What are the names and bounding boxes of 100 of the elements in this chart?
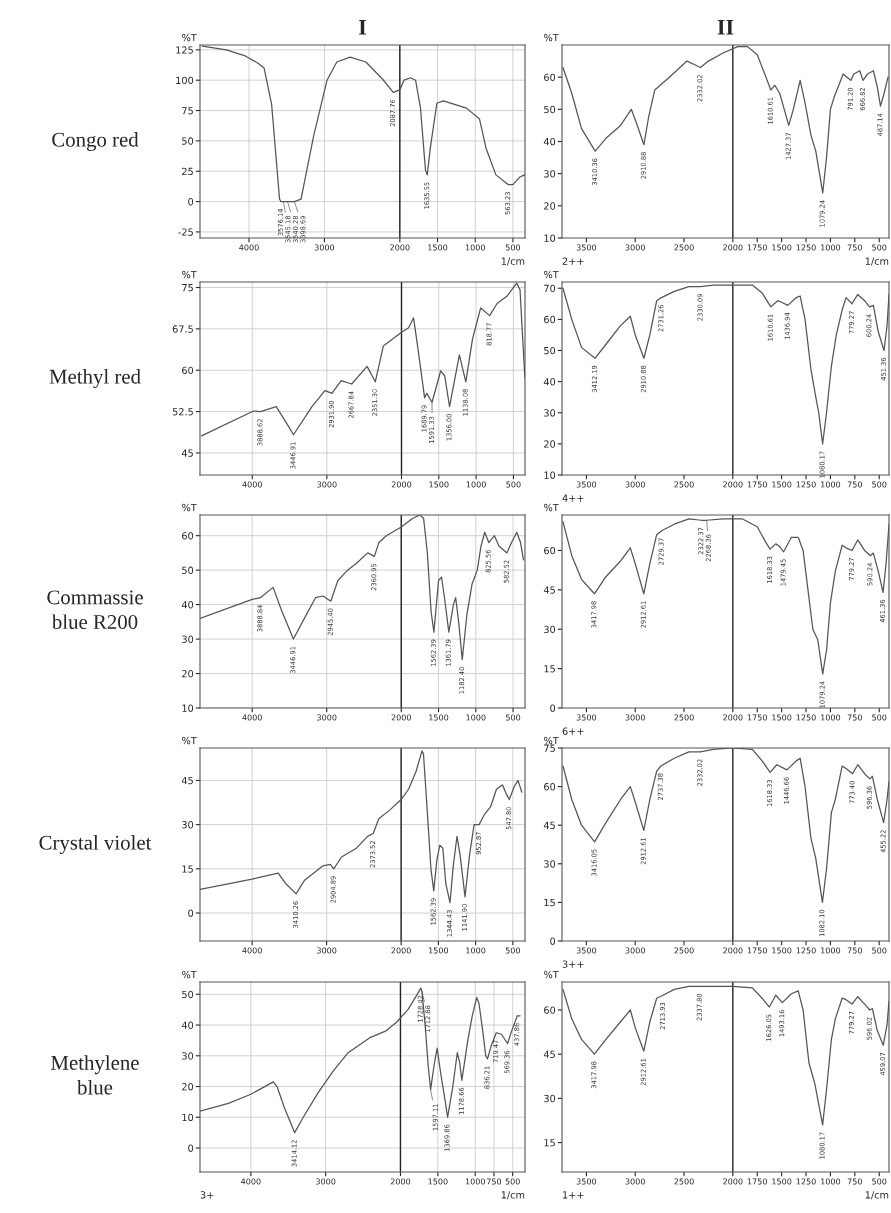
text: Commassie blue R200: [47, 590, 143, 630]
x-tick-label: 3500: [576, 1178, 597, 1185]
x-tick-label: 1250: [796, 947, 816, 954]
x-tick-label: 3500: [576, 481, 597, 488]
y-axis-title: %T: [182, 33, 197, 42]
y-tick-label: 10: [182, 704, 194, 712]
y-tick-label: 100: [176, 76, 194, 85]
chart-title: I: [358, 19, 367, 35]
x-tick-label: 2000: [390, 244, 410, 251]
x-axis-title: 1/cm: [501, 257, 525, 266]
x-tick-label: 2000: [723, 244, 743, 251]
text: Congo red: [52, 132, 139, 151]
y-tick-label: 45: [543, 821, 555, 830]
y-tick-label: 20: [182, 1083, 194, 1091]
x-tick-label: 3500: [576, 714, 597, 721]
y-tick-label: 0: [188, 1144, 194, 1152]
x-tick-label: 4000: [242, 947, 262, 954]
y-axis-title: %T: [544, 503, 559, 512]
y-tick-label: 60: [182, 532, 194, 540]
y-tick-label: 40: [181, 1021, 194, 1029]
y-tick-label: 60: [544, 783, 556, 791]
x-tick-label: 750: [486, 1178, 502, 1185]
y-tick-label: 60: [544, 73, 556, 81]
text: 2++: [562, 257, 584, 265]
y-tick-label: 30: [182, 821, 194, 829]
y-axis-title: %T: [544, 736, 559, 745]
x-tick-label: 1500: [772, 714, 792, 721]
x-tick-label: 1000: [821, 244, 841, 251]
y-tick-label: 75: [182, 284, 193, 292]
y-tick-label: 30: [544, 625, 556, 634]
y-tick-label: 30: [182, 1052, 194, 1060]
y-tick-label: -25: [178, 228, 193, 236]
x-tick-label: 2000: [723, 947, 743, 954]
y-axis-title: %T: [182, 736, 197, 745]
x-tick-label: 4000: [241, 1178, 261, 1185]
text: Crystal violet: [39, 835, 152, 854]
y-tick-label: 10: [544, 234, 556, 242]
y-tick-label: 30: [182, 635, 194, 643]
chart-title: II: [717, 19, 734, 35]
x-tick-label: 3000: [625, 1178, 645, 1185]
y-tick-label: 70: [544, 284, 556, 293]
y-tick-label: 40: [181, 601, 194, 609]
y-tick-label: 45: [543, 1050, 555, 1058]
x-tick-label: 1250: [796, 714, 816, 721]
y-tick-label: 0: [188, 909, 194, 917]
text: 3+: [200, 1191, 214, 1199]
x-tick-label: 3000: [625, 947, 645, 954]
y-tick-label: 30: [544, 409, 556, 417]
y-tick-label: 50: [544, 346, 556, 355]
x-tick-label: 2000: [391, 481, 412, 488]
y-tick-label: 40: [543, 137, 556, 146]
y-tick-label: 50: [182, 990, 194, 999]
y-tick-label: 0: [188, 198, 194, 206]
x-tick-label: 2500: [674, 244, 694, 251]
x-tick-label: 1750: [747, 244, 767, 251]
text: Methyl red: [49, 369, 141, 388]
y-tick-label: 60: [544, 1006, 556, 1014]
y-tick-label: 75: [182, 107, 193, 115]
y-tick-label: 60: [182, 366, 194, 375]
y-tick-label: 15: [544, 899, 555, 907]
x-tick-label: 1000: [466, 481, 486, 488]
x-tick-label: 1500: [429, 481, 449, 488]
y-tick-label: 15: [182, 865, 193, 873]
x-tick-label: 500: [872, 244, 887, 251]
x-tick-label: 1000: [821, 947, 841, 954]
text: 3++: [562, 960, 584, 968]
x-tick-label: 3000: [316, 1178, 336, 1185]
x-tick-label: 1250: [796, 481, 816, 488]
x-tick-label: 3000: [317, 947, 337, 954]
y-tick-label: 67.5: [172, 325, 193, 333]
y-tick-label: 20: [544, 202, 556, 210]
y-tick-label: 0: [550, 704, 556, 712]
x-tick-label: 3500: [576, 244, 597, 251]
x-tick-label: 1750: [747, 947, 767, 954]
x-tick-label: 3000: [625, 481, 645, 488]
y-tick-label: 30: [544, 170, 556, 178]
x-tick-label: 3000: [625, 244, 645, 251]
x-tick-label: 500: [506, 481, 521, 488]
x-tick-label: 2000: [391, 947, 411, 954]
y-tick-label: 45: [543, 586, 555, 594]
text: Methylene blue: [51, 1055, 139, 1095]
y-tick-label: 60: [544, 315, 556, 324]
x-tick-label: 1000: [821, 714, 841, 721]
y-tick-label: 45: [181, 777, 193, 785]
x-tick-label: 2500: [674, 1178, 694, 1185]
x-tick-label: 1500: [772, 947, 792, 954]
text: 4++: [562, 494, 584, 502]
x-tick-label: 2000: [723, 714, 743, 721]
x-tick-label: 1000: [466, 714, 486, 721]
x-tick-label: 1250: [796, 1178, 816, 1185]
x-tick-label: 500: [872, 1178, 887, 1185]
x-tick-label: 2500: [674, 947, 694, 954]
x-axis-title: 1/cm: [865, 257, 889, 266]
y-tick-label: 60: [544, 546, 556, 555]
x-axis-title: 1/cm: [865, 1191, 889, 1200]
x-tick-label: 1750: [747, 1178, 767, 1185]
x-tick-label: 1000: [466, 947, 486, 954]
y-tick-label: 125: [176, 46, 193, 54]
x-tick-label: 2000: [390, 1178, 411, 1185]
y-axis-title: %T: [182, 970, 197, 979]
